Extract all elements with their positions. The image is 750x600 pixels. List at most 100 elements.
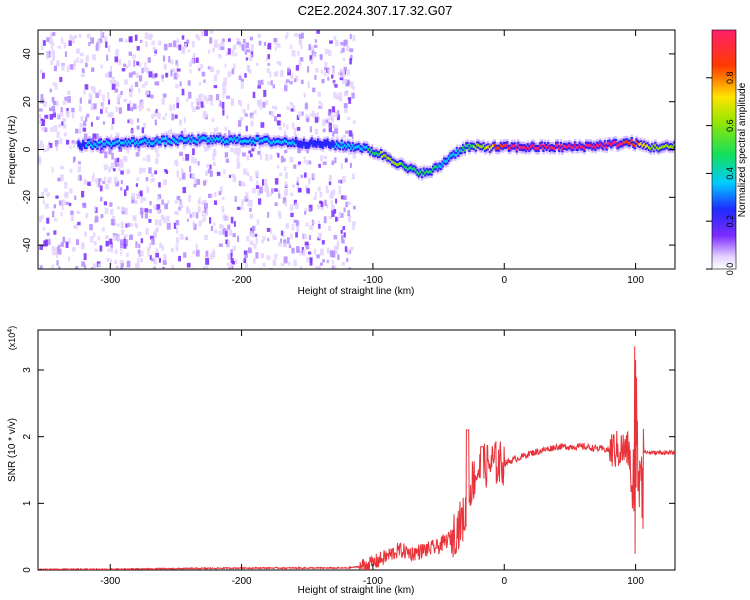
- noise-speck: [120, 247, 123, 252]
- ridge-core: [573, 143, 577, 147]
- noise-speck: [284, 189, 288, 196]
- ridge-core: [630, 139, 634, 143]
- noise-speck: [115, 49, 120, 56]
- noise-speck: [329, 115, 334, 120]
- ridge-core: [329, 144, 333, 147]
- noise-speck: [241, 43, 245, 51]
- noise-speck: [319, 191, 323, 198]
- noise-speck: [153, 205, 157, 210]
- noise-speck: [98, 180, 101, 188]
- noise-speck: [346, 257, 349, 263]
- ridge-core: [504, 144, 507, 147]
- noise-speck: [109, 238, 113, 245]
- noise-speck: [146, 108, 150, 112]
- noise-speck: [297, 111, 302, 118]
- noise-speck: [164, 203, 169, 210]
- ridge-core: [132, 139, 136, 143]
- ridge-core: [192, 138, 195, 142]
- noise-speck: [154, 81, 157, 86]
- ridge-core: [94, 143, 98, 146]
- colorbar-tick-label: 0.8: [725, 72, 735, 85]
- y-tick-label: 0: [22, 146, 33, 152]
- noise-speck: [110, 242, 113, 249]
- noise-speck: [295, 220, 300, 227]
- ridge-core: [279, 140, 282, 144]
- ridge-core: [216, 137, 219, 140]
- noise-speck: [189, 165, 192, 173]
- x-tick-label: -300: [100, 576, 120, 587]
- noise-speck: [52, 48, 55, 56]
- ridge-core: [436, 166, 440, 170]
- noise-speck: [174, 210, 177, 215]
- noise-speck: [309, 225, 313, 231]
- noise-speck: [186, 98, 189, 102]
- noise-speck: [86, 33, 91, 39]
- noise-speck: [280, 230, 284, 236]
- ridge-core: [651, 145, 654, 149]
- noise-speck: [141, 67, 144, 74]
- noise-speck: [64, 181, 68, 189]
- spectrogram-noise: [38, 30, 356, 269]
- ridge-core: [471, 144, 474, 148]
- noise-speck: [205, 164, 210, 168]
- ridge-core: [138, 140, 142, 144]
- noise-speck: [241, 117, 244, 121]
- noise-speck: [46, 51, 50, 57]
- ridge-core: [120, 141, 123, 145]
- noise-speck: [327, 112, 331, 116]
- noise-speck: [121, 68, 126, 72]
- noise-speck: [139, 258, 143, 263]
- noise-speck: [351, 173, 355, 180]
- noise-speck: [346, 248, 350, 255]
- noise-speck: [343, 103, 348, 109]
- noise-speck: [239, 101, 242, 107]
- noise-speck: [294, 203, 299, 210]
- ridge-core: [310, 139, 314, 143]
- ridge-core: [422, 169, 426, 173]
- ridge-core: [146, 142, 150, 145]
- noise-speck: [80, 73, 84, 78]
- noise-speck: [202, 143, 206, 148]
- noise-speck: [69, 64, 74, 70]
- noise-speck: [107, 92, 110, 99]
- noise-speck: [120, 221, 124, 229]
- noise-speck: [76, 210, 81, 214]
- ridge-core: [143, 138, 147, 142]
- ridge-core: [439, 165, 443, 168]
- noise-speck: [154, 73, 158, 78]
- snr-series-line: [38, 346, 675, 570]
- noise-speck: [116, 96, 120, 104]
- noise-speck: [224, 126, 227, 131]
- noise-speck: [200, 31, 204, 37]
- ridge-core: [276, 139, 279, 143]
- noise-speck: [264, 100, 269, 106]
- noise-speck: [147, 57, 151, 63]
- noise-speck: [309, 113, 312, 117]
- noise-speck: [303, 156, 306, 164]
- ridge-core: [208, 139, 211, 143]
- ridge-core: [632, 143, 635, 146]
- noise-speck: [343, 232, 346, 238]
- ridge-core: [529, 145, 533, 149]
- noise-speck: [68, 237, 71, 244]
- noise-speck: [170, 247, 174, 253]
- ridge-core: [614, 141, 618, 144]
- noise-speck: [347, 210, 350, 217]
- noise-speck: [119, 163, 124, 169]
- noise-speck: [287, 261, 291, 266]
- chart-title: C2E2.2024.307.17.32.G07: [297, 3, 453, 18]
- noise-speck: [344, 91, 348, 96]
- ridge-core: [148, 140, 151, 144]
- noise-speck: [226, 95, 231, 99]
- noise-speck: [352, 34, 356, 42]
- ridge-core: [584, 143, 588, 147]
- noise-speck: [339, 49, 343, 54]
- noise-speck: [139, 167, 143, 174]
- noise-speck: [146, 186, 150, 193]
- noise-speck: [81, 261, 86, 267]
- ridge-core: [616, 144, 619, 148]
- noise-speck: [213, 74, 218, 82]
- ridge-core: [217, 138, 221, 141]
- noise-speck: [202, 111, 207, 118]
- noise-speck: [352, 151, 356, 159]
